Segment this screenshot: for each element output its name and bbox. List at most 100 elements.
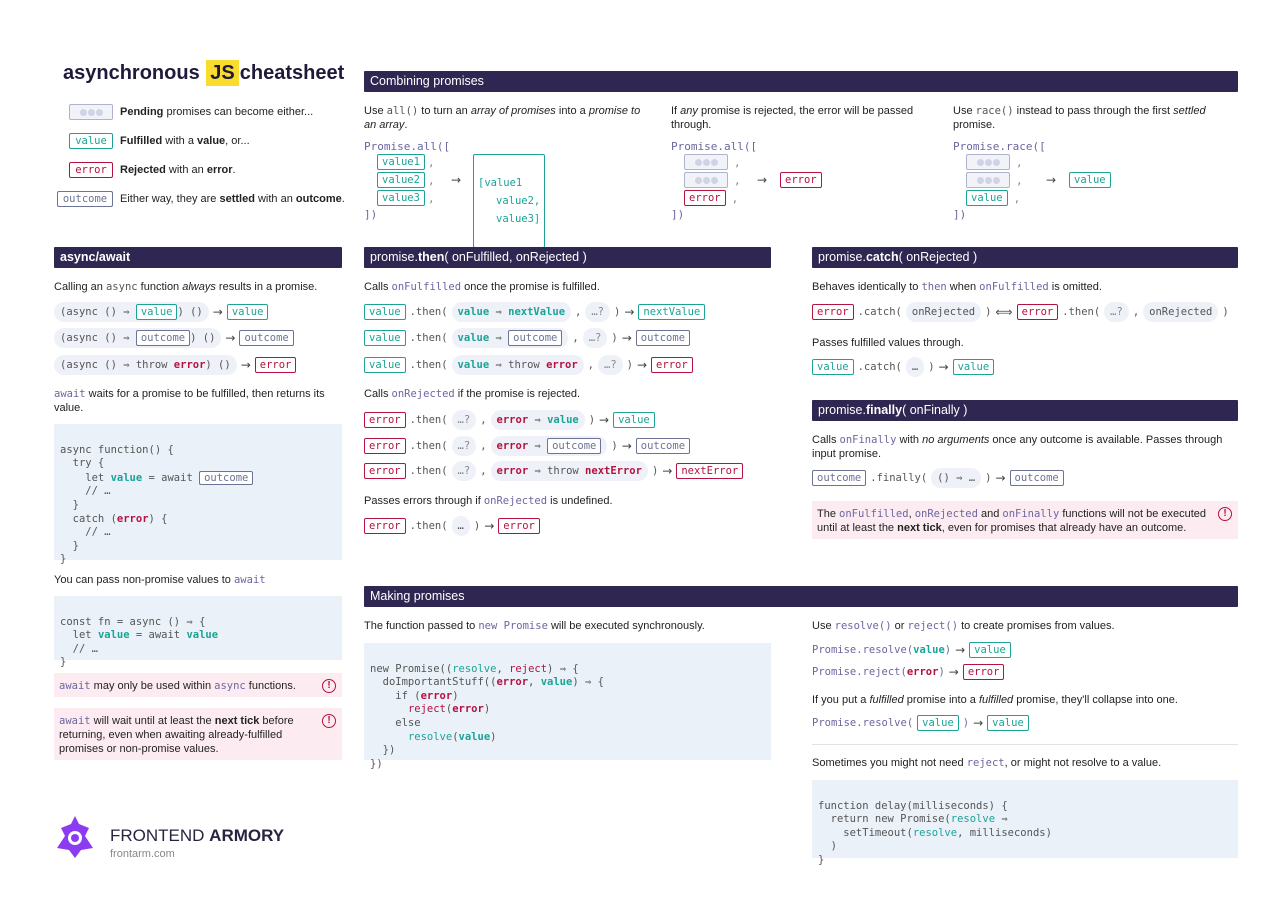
then-call: .then( (409, 306, 448, 318)
then-call: .then( (409, 414, 448, 426)
then-callback: value ⇒ outcome (451, 328, 569, 348)
error-box: error (364, 518, 406, 534)
section-header-catch: promise.catch( onRejected ) (812, 247, 1238, 268)
async-desc-1: Calling an async function always results… (54, 281, 318, 293)
then-desc-3: Passes errors through if onRejected is u… (364, 495, 613, 507)
result-box: value (226, 304, 269, 320)
catch-call: .catch( (857, 361, 902, 373)
catch-desc-1: Behaves identically to then when onFulfi… (812, 281, 1102, 293)
page-title: asynchronous JS cheatsheet (63, 60, 344, 86)
result-box: error (498, 518, 540, 534)
arrow-icon: → (662, 464, 673, 478)
async-example-value: (async () ⇒ value) () → value (54, 302, 269, 322)
then-desc-1: Calls onFulfilled once the promise is fu… (364, 281, 600, 293)
result-box: outcome (635, 330, 691, 346)
then-callback: error ⇒ throw nextError (490, 461, 648, 481)
then-call: .then( (409, 359, 448, 371)
then-callback: error ⇒ outcome (490, 436, 608, 456)
finally-row: outcome .finally( () ⇒ …) → outcome (812, 468, 1064, 488)
then-callback: error ⇒ value (490, 410, 585, 430)
then-row-error-value: error .then( …?, error ⇒ value) → value (364, 410, 655, 430)
legend-rejected-text: Rejected with an error. (120, 164, 236, 176)
error-box: error (812, 304, 854, 320)
arrow-icon: → (948, 665, 959, 679)
promise-all-reject-values: , , error, (684, 154, 741, 206)
warning-next-tick: The onFulfilled, onRejected and onFinall… (812, 501, 1238, 539)
pending-promise-icon (684, 172, 728, 188)
error-box: error (364, 412, 406, 428)
promise-resolve-row: Promise.resolve(value) → value (812, 642, 1011, 658)
async-desc-2: await waits for a promise to be fulfille… (54, 388, 325, 414)
arrow-icon: → (240, 358, 251, 372)
arrow-icon: → (451, 173, 462, 187)
then-ellipsis: … (451, 516, 470, 536)
catch-ellipsis: … (905, 357, 925, 377)
then-ellipsis: …? (582, 328, 608, 348)
async-code-block-2: const fn = async () ⇒ { let value = awai… (54, 596, 342, 668)
pending-promise-icon (684, 154, 728, 170)
value-box: value (966, 190, 1008, 206)
brand-name: FRONTEND ARMORY (110, 826, 284, 846)
warning-await-async-only: await may only be used within async func… (54, 673, 342, 697)
result-box: error (651, 357, 693, 373)
value-box: value (364, 304, 406, 320)
legend-pending-text: Pending promises can become either... (120, 106, 314, 118)
catch-desc-2: Passes fulfilled values through. (812, 337, 964, 349)
equivalence-icon: ⟺ (995, 305, 1013, 319)
error-box: error (364, 438, 406, 454)
making-desc-1: The function passed to new Promise will … (364, 620, 705, 632)
value-box: value (364, 357, 406, 373)
legend-settled-row: outcome Either way, they are settled wit… (57, 191, 345, 207)
warning-icon: ! (322, 714, 336, 728)
then-row-error-nexterror: error .then( …?, error ⇒ throw nextError)… (364, 461, 744, 481)
then-callback: value ⇒ nextValue (451, 302, 572, 322)
then-desc-2: Calls onRejected if the promise is rejec… (364, 388, 581, 400)
promise-resolve-call: Promise.resolve( (812, 717, 914, 729)
finally-desc-1: Calls onFinally with no arguments once a… (812, 434, 1223, 460)
outcome-box: outcome (199, 470, 254, 485)
arrow-icon: → (757, 173, 768, 187)
then-call: .then( (409, 520, 448, 532)
promise-race-open: Promise.race([ (953, 140, 1046, 153)
brand-name-light: FRONTEND (110, 826, 210, 845)
async-code-block-1: async function() { try { let value = awa… (54, 424, 342, 565)
finally-call: .finally( (870, 472, 928, 484)
promise-race-values: , , value, (966, 154, 1023, 206)
result-box: error (254, 357, 297, 373)
outcome-box: outcome (812, 470, 867, 486)
legend-settled-text: Either way, they are settled with an out… (120, 193, 345, 205)
then-callback: value ⇒ throw error (451, 355, 584, 375)
arrow-icon: → (599, 413, 610, 427)
async-desc-3: You can pass non-promise values to await (54, 574, 266, 586)
error-box: error (364, 463, 406, 479)
then-ellipsis: …? (1104, 302, 1129, 322)
error-box: error (69, 162, 113, 178)
arrow-icon: → (1046, 173, 1057, 187)
legend-fulfilled-text: Fulfilled with a value, or... (120, 135, 250, 147)
promise-all-close: ]) (364, 208, 378, 221)
value1-box: value1 (377, 154, 425, 170)
result-box: nextError (676, 463, 744, 479)
promise-race-result: value (1069, 172, 1111, 188)
async-expression: (async () ⇒ outcome) () (54, 328, 222, 348)
new-promise-code-block: new Promise((resolve, reject) ⇒ { doImpo… (364, 643, 771, 770)
async-example-error: (async () ⇒ throw error) () → error (54, 355, 297, 375)
warning-icon: ! (322, 679, 336, 693)
then-ellipsis: …? (585, 302, 611, 322)
brand-url[interactable]: frontarm.com (110, 848, 175, 860)
then-call: .then( (409, 440, 448, 452)
promise-all-reject-open: Promise.all([ (671, 140, 758, 153)
brand-name-bold: ARMORY (209, 826, 285, 845)
arrow-icon: → (624, 305, 635, 319)
result-box: outcome (635, 438, 691, 454)
divider (812, 744, 1238, 745)
arrow-icon: → (225, 331, 236, 345)
making-desc-2: Use resolve() or reject() to create prom… (812, 620, 1115, 632)
then-ellipsis: …? (451, 436, 477, 456)
section-header-async-await: async/await (54, 247, 342, 268)
result-box: outcome (239, 330, 294, 346)
then-call: .then( (409, 332, 448, 344)
arrow-icon: → (995, 471, 1006, 485)
async-expression: (async () ⇒ throw error) () (54, 355, 237, 375)
frontend-armory-logo (55, 814, 95, 860)
